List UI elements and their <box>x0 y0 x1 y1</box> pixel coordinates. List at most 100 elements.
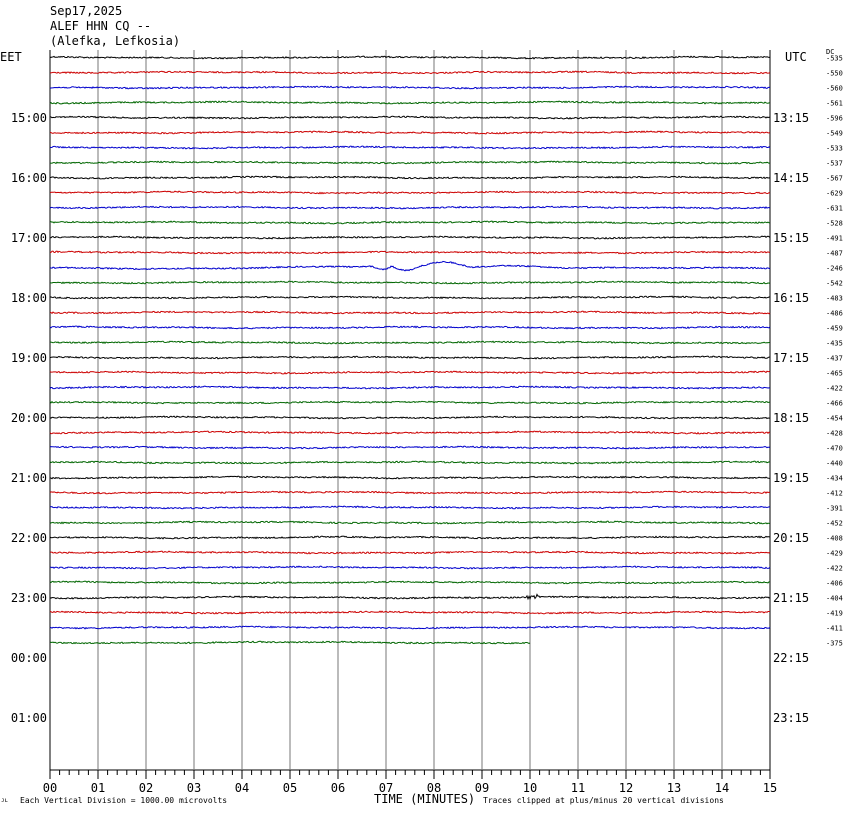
dc-offset-header: DC <box>826 48 835 56</box>
seismic-trace <box>49 355 771 360</box>
seismic-trace <box>49 445 771 450</box>
dc-offset-label: -419 <box>826 610 843 618</box>
dc-offset-label: -535 <box>826 55 843 63</box>
x-tick-label: 14 <box>715 781 729 795</box>
dc-offset-label: -422 <box>826 385 843 393</box>
left-hour-label: 17:00 <box>11 231 47 245</box>
left-hour-label: 00:00 <box>11 651 47 665</box>
dc-offset-label: -440 <box>826 460 843 468</box>
dc-offset-label: -561 <box>826 100 843 108</box>
right-hour-label: 15:15 <box>773 231 809 245</box>
dc-offset-label: -412 <box>826 490 843 498</box>
seismic-trace <box>49 490 771 495</box>
station-location: (Alefka, Lefkosia) <box>50 34 181 48</box>
dc-offset-label: -550 <box>826 70 843 78</box>
seismic-trace <box>49 475 771 480</box>
x-tick-label: 07 <box>379 781 393 795</box>
dc-offset-label: -422 <box>826 565 843 573</box>
right-hour-label: 16:15 <box>773 291 809 305</box>
seismic-trace <box>49 370 771 375</box>
seismic-trace <box>49 260 771 272</box>
seismic-trace <box>49 400 771 405</box>
dc-offset-label: -375 <box>826 640 843 648</box>
seismic-trace <box>49 250 771 255</box>
left-hour-label: 19:00 <box>11 351 47 365</box>
seismic-trace <box>49 550 771 555</box>
x-tick-label: 15 <box>763 781 777 795</box>
seismic-trace <box>49 85 771 90</box>
seismic-trace <box>49 130 771 135</box>
seismic-trace <box>49 205 771 210</box>
right-hour-label: 23:15 <box>773 711 809 725</box>
seismic-trace <box>49 115 771 120</box>
dc-offset-label: -435 <box>826 340 843 348</box>
right-hour-label: 21:15 <box>773 591 809 605</box>
x-tick-label: 04 <box>235 781 249 795</box>
seismic-trace <box>50 70 771 75</box>
seismic-trace <box>49 55 771 60</box>
right-hour-label: 14:15 <box>773 171 809 185</box>
station-date: Sep17,2025 <box>50 4 123 18</box>
seismic-trace <box>49 175 771 180</box>
dc-offset-label: -411 <box>826 625 843 633</box>
x-tick-label: 13 <box>667 781 681 795</box>
seismic-trace <box>49 520 771 525</box>
left-hour-label: 15:00 <box>11 111 47 125</box>
seismic-trace <box>49 340 771 345</box>
vertical-division-note: Each Vertical Division = 1000.00 microvo… <box>20 796 228 805</box>
seismic-trace <box>49 235 771 240</box>
dc-offset-label: -408 <box>826 535 843 543</box>
seismic-trace <box>49 430 771 435</box>
dc-offset-label: -491 <box>826 235 843 243</box>
left-hour-label: 18:00 <box>11 291 47 305</box>
seismic-trace <box>49 385 771 390</box>
seismic-trace <box>49 565 771 570</box>
left-timezone-label: EET <box>0 50 22 64</box>
dc-offset-label: -428 <box>826 430 843 438</box>
seismic-trace <box>49 325 771 330</box>
x-tick-label: 08 <box>427 781 441 795</box>
left-hour-label: 16:00 <box>11 171 47 185</box>
dc-offset-label: -487 <box>826 250 843 258</box>
seismic-trace <box>49 160 771 165</box>
left-hour-label: 20:00 <box>11 411 47 425</box>
dc-offset-label: -470 <box>826 445 843 453</box>
right-hour-label: 20:15 <box>773 531 809 545</box>
seismic-trace <box>49 505 771 510</box>
right-hour-label: 22:15 <box>773 651 809 665</box>
seismic-trace <box>50 280 771 285</box>
seismic-trace <box>49 415 771 420</box>
seismic-trace <box>49 625 771 630</box>
dc-offset-label: -631 <box>826 205 843 213</box>
dc-offset-label: -629 <box>826 190 843 198</box>
seismic-trace <box>49 460 771 465</box>
seismic-trace <box>49 190 771 195</box>
corner-mark: ᴊʟ <box>1 797 9 804</box>
dc-offset-label: -246 <box>826 265 843 273</box>
x-tick-label: 01 <box>91 781 105 795</box>
x-tick-label: 00 <box>43 781 57 795</box>
dc-offset-label: -437 <box>826 355 843 363</box>
station-channel: ALEF HHN CQ -- <box>50 19 152 33</box>
left-hour-label: 23:00 <box>11 591 47 605</box>
clip-note: Traces clipped at plus/minus 20 vertical… <box>483 796 724 805</box>
seismic-trace <box>49 220 771 225</box>
right-hour-label: 18:15 <box>773 411 809 425</box>
dc-offset-label: -466 <box>826 400 843 408</box>
dc-offset-label: -486 <box>826 310 843 318</box>
dc-offset-label: -459 <box>826 325 843 333</box>
seismic-trace <box>49 580 771 585</box>
x-tick-label: 10 <box>523 781 537 795</box>
right-hour-label: 19:15 <box>773 471 809 485</box>
seismic-trace <box>49 640 531 645</box>
x-tick-label: 02 <box>139 781 153 795</box>
dc-offset-label: -429 <box>826 550 843 558</box>
right-hour-label: 17:15 <box>773 351 809 365</box>
seismic-trace <box>49 593 771 601</box>
dc-offset-label: -549 <box>826 130 843 138</box>
dc-offset-label: -406 <box>826 580 843 588</box>
left-hour-label: 21:00 <box>11 471 47 485</box>
x-tick-label: 11 <box>571 781 585 795</box>
dc-offset-label: -560 <box>826 85 843 93</box>
